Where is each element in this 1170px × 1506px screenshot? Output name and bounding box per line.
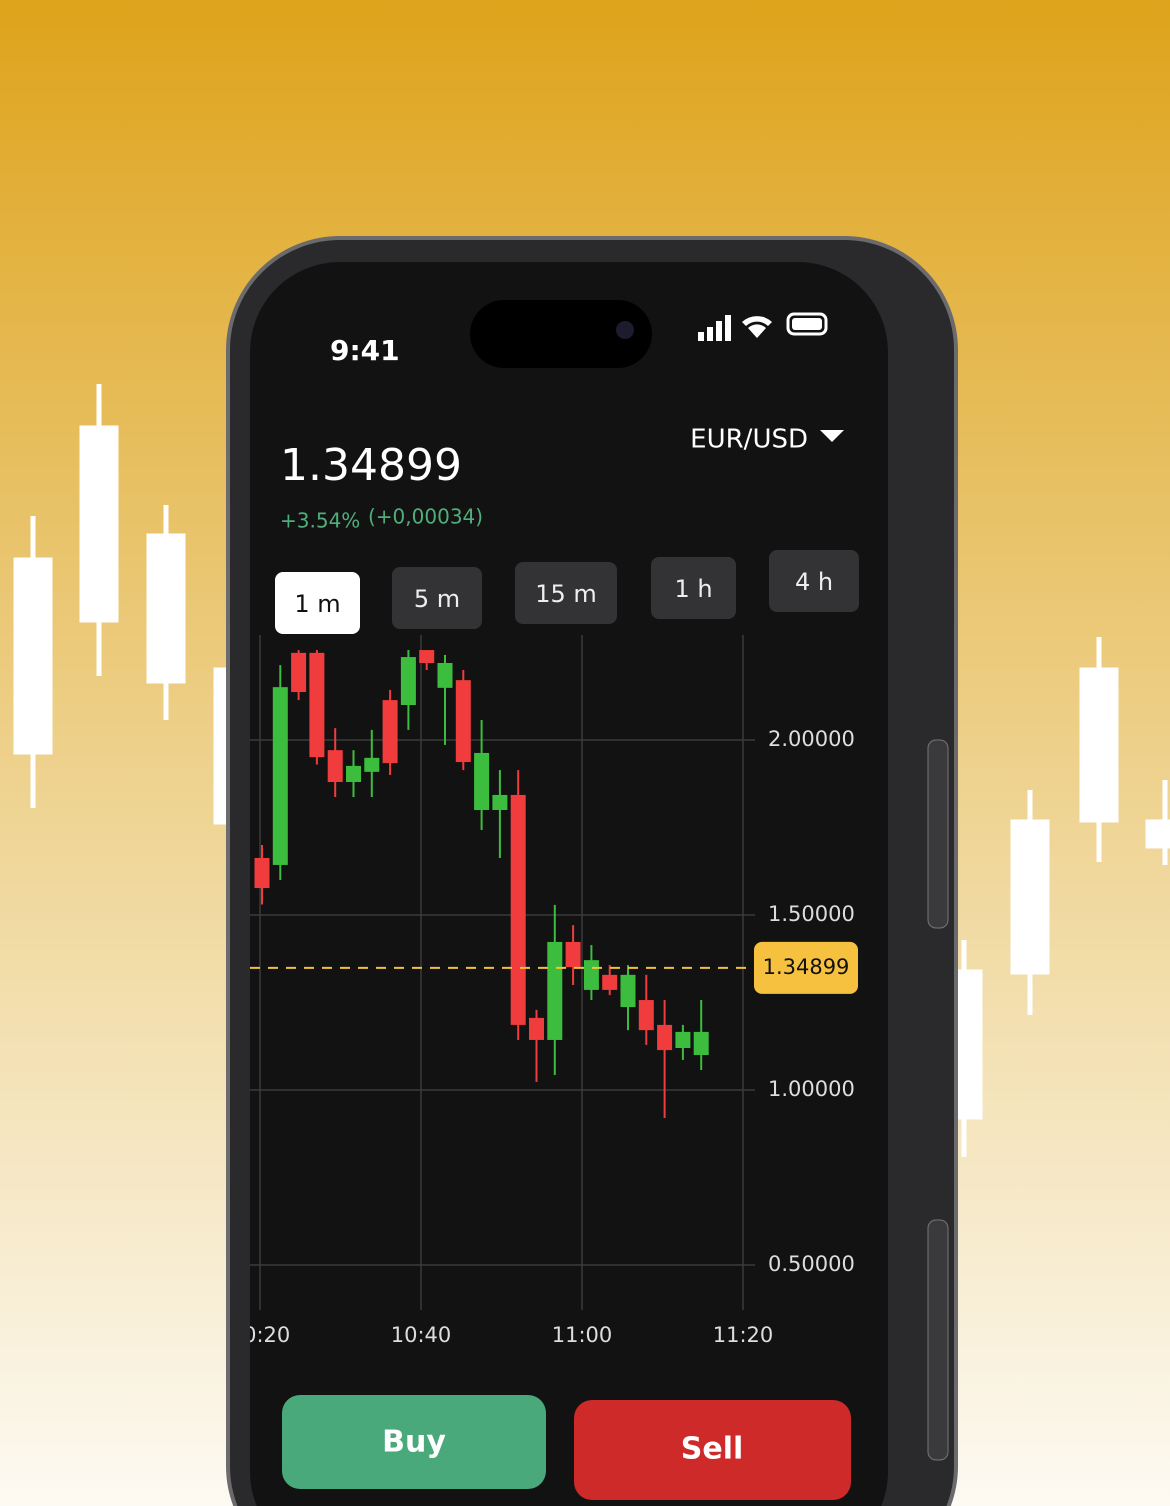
timeframes: 1 m 5 m 15 m 1 h 4 h: [275, 550, 859, 634]
candle-body: [382, 700, 398, 764]
y-tick-label: 1.50000: [768, 902, 855, 926]
change-absolute: (+0,00034): [368, 505, 483, 529]
candle-body: [510, 794, 526, 1025]
candle-body: [638, 1000, 654, 1031]
chart: 10:20 10:40 11:00 11:20 2.00000 1.50000 1.0000…: [230, 635, 858, 1347]
candle-body: [565, 941, 581, 968]
timeframe-label[interactable]: 1 m: [294, 590, 340, 618]
buy-button[interactable]: [282, 1395, 546, 1489]
y-tick-label: 2.00000: [768, 727, 855, 751]
price-tag-label: 1.34899: [763, 955, 850, 979]
candle-body: [474, 752, 490, 810]
candle-body: [254, 857, 270, 889]
timeframe-button[interactable]: [392, 567, 482, 629]
candle-body: [346, 765, 361, 782]
timeframe-label[interactable]: 15 m: [535, 580, 597, 608]
candle-body: [309, 652, 325, 758]
side-button: [927, 739, 949, 929]
status-icons: [698, 312, 828, 341]
candle-body: [529, 1017, 544, 1040]
candle-body: [327, 750, 343, 782]
candle-body: [693, 1031, 709, 1055]
x-tick-label: 11:00: [552, 1323, 613, 1347]
timeframe-button[interactable]: [651, 557, 736, 619]
status-time: 9:41: [330, 334, 400, 367]
candle-body: [602, 974, 618, 990]
candle-body: [437, 663, 453, 688]
candle-body: [620, 974, 636, 1008]
timeframe-label[interactable]: 5 m: [414, 585, 460, 613]
dropdown-arrow[interactable]: [820, 430, 844, 442]
candle-body: [272, 687, 288, 865]
price-tag: [754, 941, 858, 994]
timeframe-button[interactable]: [515, 562, 617, 624]
y-tick-label: 1.00000: [768, 1077, 855, 1101]
candle-body: [419, 650, 435, 663]
decor-candles: [13, 384, 1170, 1157]
candle-body: [547, 941, 563, 1040]
pair-selector[interactable]: EUR/USD: [690, 425, 808, 455]
current-price: 1.34899: [280, 440, 462, 491]
sell-label[interactable]: Sell: [681, 1432, 744, 1467]
candle-body: [400, 657, 416, 705]
buy-label[interactable]: Buy: [382, 1425, 446, 1460]
x-tick-label: 11:20: [713, 1323, 774, 1347]
candle-body: [291, 652, 307, 693]
x-tick-label: 10:40: [391, 1323, 452, 1347]
candle-body: [583, 960, 599, 990]
timeframe-button[interactable]: [769, 550, 859, 612]
candle-body: [675, 1031, 691, 1048]
x-tick-label: 10:20: [230, 1323, 291, 1347]
timeframe-label[interactable]: 1 h: [674, 575, 712, 603]
side-button: [927, 1219, 949, 1461]
timeframe-button[interactable]: [275, 572, 360, 634]
change-percent: +3.54%: [280, 509, 360, 533]
candle-body: [455, 680, 471, 763]
candle-body: [492, 794, 508, 810]
dynamic-island: [470, 300, 652, 368]
sell-button[interactable]: [574, 1400, 851, 1500]
camera: [616, 321, 634, 339]
candle-body: [364, 757, 380, 772]
timeframe-label[interactable]: 4 h: [795, 568, 833, 596]
y-tick-label: 0.50000: [768, 1252, 855, 1276]
candle-body: [657, 1024, 673, 1051]
